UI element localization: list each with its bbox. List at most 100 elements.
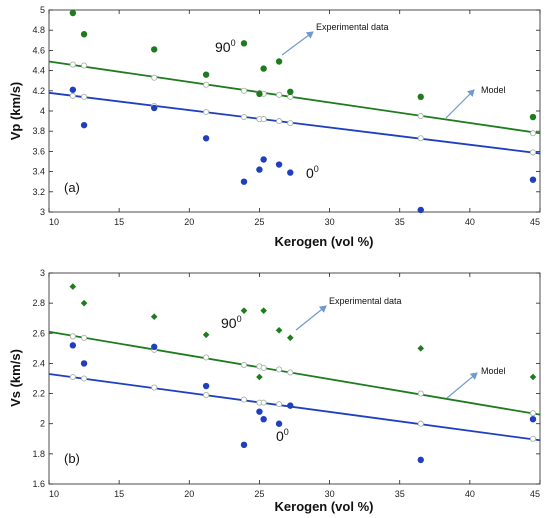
model-point — [417, 420, 424, 427]
experimental-point — [69, 86, 77, 93]
experimental-data-annotation: Experimental data — [329, 296, 402, 306]
experimental-point — [260, 307, 267, 314]
y-tick-label: 4.8 — [32, 25, 45, 35]
model-annotation: Model — [481, 85, 506, 95]
plot-frame — [48, 9, 541, 213]
model-point — [151, 384, 158, 391]
experimental-point — [151, 46, 158, 53]
experimental-point — [202, 382, 210, 390]
experimental-point — [256, 373, 263, 381]
experimental-point — [275, 58, 283, 65]
model-point — [203, 108, 210, 116]
model-point — [276, 366, 283, 373]
x-tick-label: 35 — [395, 217, 405, 227]
y-tick-label: 4 — [40, 106, 45, 116]
model-point — [287, 120, 294, 127]
x-tick-label: 10 — [49, 217, 59, 227]
model-lines — [48, 60, 541, 155]
model-point — [287, 369, 294, 376]
experimental-point — [529, 373, 537, 381]
plot-frame — [48, 272, 541, 485]
label-90-degrees: 900 — [215, 38, 236, 55]
label-0-degrees: 00 — [306, 164, 319, 181]
experimental-point — [240, 307, 248, 314]
model-point — [240, 114, 248, 121]
y-tick-label: 1.6 — [32, 479, 45, 489]
model-point — [417, 135, 424, 142]
model-point — [529, 149, 537, 156]
model-point — [260, 399, 267, 406]
y-tick-label: 4.2 — [32, 86, 45, 96]
model-point — [81, 62, 88, 69]
data-points — [69, 283, 537, 464]
experimental-point — [256, 166, 263, 173]
data-points — [69, 9, 537, 214]
model-point — [276, 118, 283, 125]
experimental-point — [287, 402, 294, 409]
model-point — [69, 61, 76, 68]
x-tick-label: 30 — [325, 489, 335, 499]
y-ticks: 3 3.2 3.4 3.6 3.8 4 4.2 4.4 4.6 4.8 5 — [32, 5, 540, 217]
y-tick-label: 2.8 — [32, 298, 45, 308]
x-axis-label: Kerogen (vol %) — [275, 234, 374, 249]
y-axis-label: Vs (km/s) — [8, 349, 23, 407]
y-tick-label: 5 — [40, 5, 45, 15]
experimental-point — [256, 408, 263, 415]
model-point — [81, 375, 88, 382]
model-point — [276, 401, 283, 408]
model-point — [529, 130, 537, 137]
model-annotation: Model — [481, 366, 506, 376]
x-tick-label: 40 — [465, 489, 475, 499]
x-ticks: 10 15 20 25 30 35 40 45 — [48, 273, 541, 499]
experimental-point — [150, 313, 158, 321]
model-lines — [48, 330, 541, 442]
experimental-point — [151, 343, 158, 351]
experimental-point — [240, 178, 248, 185]
model-point — [260, 364, 267, 372]
experimental-point — [240, 441, 248, 449]
experimental-point — [275, 420, 283, 427]
experimental-point — [202, 331, 210, 339]
x-tick-label: 45 — [530, 489, 540, 499]
panel-label: (b) — [64, 451, 80, 466]
x-tick-label: 10 — [49, 489, 59, 499]
experimental-point — [260, 156, 267, 163]
experimental-point — [529, 415, 537, 423]
model-fit-line — [48, 60, 541, 135]
y-tick-label: 1.8 — [32, 449, 45, 459]
experimental-point — [287, 169, 294, 176]
x-tick-label: 45 — [530, 217, 540, 227]
model-point — [81, 334, 88, 341]
model-point — [69, 92, 76, 99]
model-point — [240, 361, 248, 368]
experimental-point — [80, 121, 88, 129]
y-tick-label: 3.8 — [32, 126, 45, 136]
model-arrow — [445, 89, 475, 119]
experimental-point — [202, 71, 210, 78]
experimental-point — [529, 113, 537, 121]
x-tick-label: 15 — [114, 489, 124, 499]
chart-panel-a: 3 3.2 3.4 3.6 3.8 4 4.2 4.4 4.6 4.8 5 10 15 20 25 30 35… — [8, 5, 541, 249]
model-point — [81, 93, 88, 100]
x-tick-label: 20 — [184, 489, 194, 499]
label-90-degrees: 900 — [221, 314, 242, 331]
experimental-point — [417, 345, 425, 352]
model-point — [529, 435, 537, 442]
x-tick-label: 35 — [395, 489, 405, 499]
experimental-point — [69, 9, 77, 17]
model-fit-line — [48, 91, 541, 155]
x-tick-label: 15 — [114, 217, 124, 227]
experimental-point — [80, 299, 88, 307]
experimental-point — [69, 342, 77, 349]
y-tick-label: 2.2 — [32, 389, 45, 399]
model-fit-line — [48, 330, 541, 416]
model-point — [203, 392, 210, 399]
model-fit-line — [48, 373, 541, 442]
experimental-point — [202, 135, 210, 142]
experimental-data-annotation: Experimental data — [316, 22, 389, 32]
y-tick-label: 3 — [40, 207, 45, 217]
experimental-point — [69, 283, 77, 290]
experimental-point — [286, 334, 294, 342]
y-tick-label: 3.2 — [32, 187, 45, 197]
experimental-point — [529, 176, 537, 183]
